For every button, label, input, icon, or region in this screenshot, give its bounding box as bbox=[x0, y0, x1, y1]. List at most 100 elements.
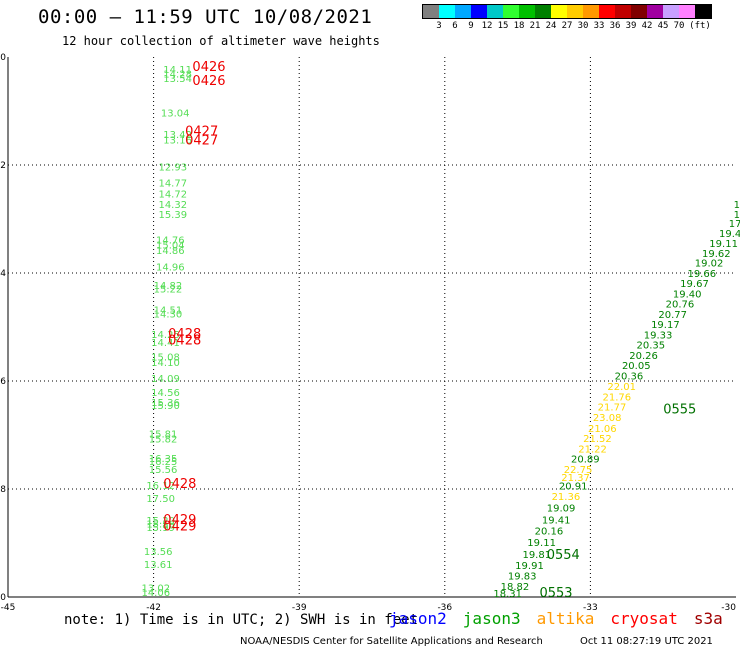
wave-height-value: 17.50 bbox=[146, 494, 175, 505]
mission-legend: jason2 jason3 altika cryosat s3a bbox=[389, 609, 723, 628]
legend-tick: 9 bbox=[468, 21, 474, 31]
pass-time-label: 0427 bbox=[185, 124, 218, 139]
wave-height-value: 18.31 bbox=[493, 589, 522, 600]
legend-tick: 45 bbox=[657, 21, 669, 31]
legend-swatch bbox=[695, 5, 711, 18]
legend-tick: 15 bbox=[497, 21, 509, 31]
legend-tick: 70 bbox=[673, 21, 685, 31]
wave-height-value: 20.77 bbox=[658, 310, 687, 321]
pass-time-label: 0553 bbox=[539, 586, 572, 601]
mission-label-altika: altika bbox=[536, 609, 595, 628]
legend-swatch bbox=[535, 5, 551, 18]
wave-height-value: 19.11 bbox=[527, 538, 556, 549]
wave-height-value: 17. bbox=[729, 219, 740, 230]
wave-height-value: 14.51 bbox=[154, 306, 183, 317]
latitude-label: -40 bbox=[0, 593, 6, 603]
wave-height-value: 14.96 bbox=[156, 262, 185, 273]
wave-height-value: 19.09 bbox=[547, 504, 576, 515]
pass-time-label: 0429 bbox=[163, 513, 196, 528]
wave-height-value: 14.82 bbox=[154, 281, 183, 292]
wave-height-value: 21.36 bbox=[552, 492, 581, 503]
wave-height-value: 21.76 bbox=[603, 392, 632, 403]
legend-swatch bbox=[519, 5, 535, 18]
wave-height-value: 14.10 bbox=[151, 358, 180, 369]
wave-height-value: 13.42 bbox=[163, 130, 192, 141]
wave-height-value: 19.62 bbox=[702, 249, 731, 260]
wave-height-value: 18.82 bbox=[501, 582, 530, 593]
pass-time-label: 0426 bbox=[192, 74, 225, 89]
legend-unit: (ft) bbox=[689, 21, 711, 31]
mission-label-cryosat: cryosat bbox=[610, 609, 678, 628]
footer-note: note: 1) Time is in UTC; 2) SWH is in fe… bbox=[64, 612, 419, 628]
wave-height-value: 14.86 bbox=[156, 246, 185, 257]
pass-time-label: 0426 bbox=[192, 60, 225, 75]
latitude-label: -38 bbox=[0, 485, 6, 495]
wave-height-value: 15.82 bbox=[149, 435, 178, 446]
legend-tick: 6 bbox=[452, 21, 458, 31]
credit-text: NOAA/NESDIS Center for Satellite Applica… bbox=[240, 636, 543, 647]
wave-height-value: 15.22 bbox=[154, 284, 183, 295]
wave-height-color-legend: 3 6 9 12 15 18 21 24 27 30 33 36 39 42 45 70 (ft) bbox=[422, 4, 712, 31]
wave-height-value: 19.40 bbox=[673, 289, 702, 300]
wave-height-value: 14.41 bbox=[151, 338, 180, 349]
legend-tick: 39 bbox=[625, 21, 637, 31]
wave-height-value: 13.16 bbox=[163, 135, 192, 146]
pass-time-label: 0427 bbox=[185, 133, 218, 148]
wave-height-value: 20.26 bbox=[629, 351, 658, 362]
wave-height-value: 19.4 bbox=[719, 229, 740, 240]
wave-height-value: 15.04 bbox=[156, 241, 185, 252]
legend-tick: 18 bbox=[513, 21, 525, 31]
legend-swatch bbox=[423, 5, 439, 18]
wave-height-value: 19.66 bbox=[687, 269, 716, 280]
longitude-label: -36 bbox=[437, 603, 452, 613]
wave-height-value: 20.05 bbox=[622, 361, 651, 372]
wave-height-value: 21.77 bbox=[598, 403, 627, 414]
chart-title: 00:00 — 11:59 UTC 10/08/2021 bbox=[38, 6, 373, 28]
wave-height-value: 23.08 bbox=[593, 413, 622, 424]
legend-swatch bbox=[471, 5, 487, 18]
legend-swatch bbox=[503, 5, 519, 18]
wave-height-value: 20.76 bbox=[666, 300, 695, 311]
wave-height-value: 19.02 bbox=[695, 259, 724, 270]
wave-height-value: 15.08 bbox=[151, 352, 180, 363]
legend-tick: 12 bbox=[481, 21, 493, 31]
wave-height-value: 15.20 bbox=[146, 516, 175, 527]
wave-height-value: 16.35 bbox=[149, 454, 178, 465]
wave-height-value: 20.35 bbox=[637, 341, 666, 352]
wave-height-value: 14.76 bbox=[156, 235, 185, 246]
generated-timestamp: Oct 11 08:27:19 UTC 2021 bbox=[580, 636, 713, 647]
legend-swatch bbox=[583, 5, 599, 18]
longitude-label: -33 bbox=[583, 603, 598, 613]
wave-height-value: 15.81 bbox=[149, 430, 178, 441]
wave-height-value: 16.12 bbox=[146, 481, 175, 492]
wave-height-value: 15.36 bbox=[151, 398, 180, 409]
legend-swatch bbox=[439, 5, 455, 18]
wave-height-value: 21.22 bbox=[578, 444, 607, 455]
longitude-label: -30 bbox=[721, 603, 736, 613]
legend-swatch bbox=[455, 5, 471, 18]
wave-height-value: 19.81 bbox=[522, 550, 551, 561]
mission-label-s3a: s3a bbox=[693, 609, 723, 628]
longitude-label: -45 bbox=[1, 603, 16, 613]
legend-tick: 30 bbox=[577, 21, 589, 31]
wave-height-value: 20.91 bbox=[559, 482, 588, 493]
wave-height-value: 19.91 bbox=[515, 561, 544, 572]
latitude-label: -32 bbox=[0, 161, 6, 171]
wave-height-value: 19.33 bbox=[644, 330, 673, 341]
latitude-label: -34 bbox=[0, 269, 6, 279]
legend-tick: 36 bbox=[609, 21, 621, 31]
legend-swatch bbox=[615, 5, 631, 18]
wave-height-value: 14.06 bbox=[141, 588, 170, 599]
wave-height-value: 13.56 bbox=[144, 547, 173, 558]
wave-height-value: 13.02 bbox=[141, 584, 170, 595]
wave-height-value: 15.90 bbox=[151, 401, 180, 412]
pass-time-label: 0554 bbox=[547, 548, 580, 563]
wave-height-value: 22.75 bbox=[564, 465, 593, 476]
wave-height-value: 12.93 bbox=[158, 162, 187, 173]
wave-height-value: 20.16 bbox=[535, 526, 564, 537]
legend-swatch bbox=[663, 5, 679, 18]
wave-height-value: 22.01 bbox=[607, 382, 636, 393]
legend-swatch bbox=[679, 5, 695, 18]
chart-subtitle: 12 hour collection of altimeter wave hei… bbox=[62, 34, 380, 48]
